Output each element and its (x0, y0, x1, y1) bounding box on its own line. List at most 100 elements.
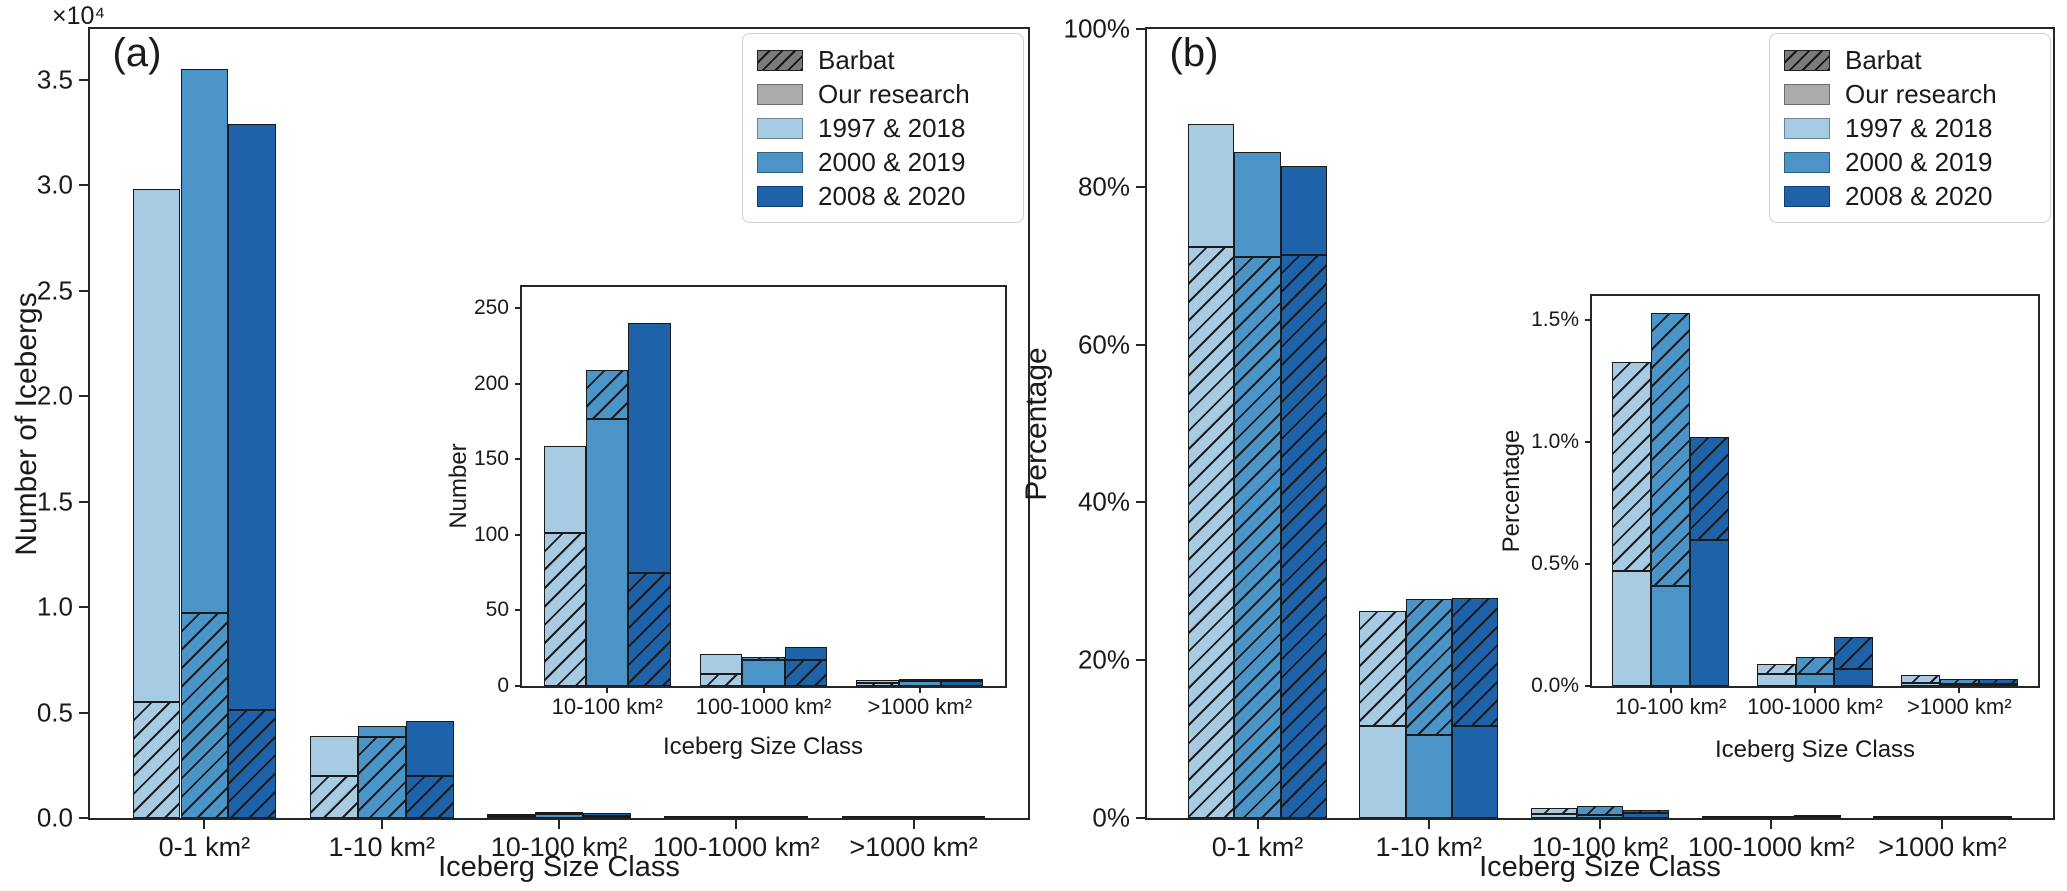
legend-label-s1997: 1997 & 2018 (1845, 112, 1993, 143)
x-tick-label: 1-10 km² (328, 832, 435, 862)
legend-swatch-ours-icon (1784, 83, 1830, 105)
bar-a-20082020-3-ours (784, 646, 827, 661)
bar-b-20082020-3-barbat (1794, 815, 1841, 818)
y-tick-label: 1.0 (36, 591, 73, 622)
legend-item-s1997: 1997 & 2018 (1784, 111, 2036, 145)
legend-swatch-s2000-icon (757, 151, 803, 173)
x-tick-mark (1770, 820, 1773, 829)
legend-label-s2008: 2008 & 2020 (818, 180, 966, 211)
y-tick-label: 0.0 (36, 802, 73, 833)
bar-a-20002019-2-ours (586, 418, 629, 686)
bar-a-19972018-3-ours (664, 815, 713, 818)
panel-b-inset-plot (1590, 294, 2040, 688)
bar-a-20082020-3-barbat (784, 660, 827, 686)
y-axis-label-a: Number of Icebergs (10, 292, 43, 556)
bar-b-20002019-3-barbat (1795, 656, 1835, 674)
x-tick-mark (1669, 688, 1672, 693)
y-tick-mark (515, 685, 520, 687)
bar-a-20002019-2-barbat (535, 812, 583, 815)
x-tick-label: 1-10 km² (1375, 832, 1483, 862)
bar-b-20082020-2-ours (1623, 813, 1670, 818)
x-tick-mark (1941, 820, 1944, 829)
y-axis-offset-label: ×10⁴ (52, 2, 106, 30)
bar-a-20082020-1-barbat (405, 775, 454, 818)
y-tick-label: 200 (473, 371, 509, 395)
bar-a-20002019-1-barbat (357, 736, 406, 818)
x-tick-label: >1000 km² (1907, 694, 2012, 719)
y-tick-mark (1136, 343, 1145, 346)
x-axis-label-a: Iceberg Size Class (438, 851, 680, 883)
legend-swatch-barbat-hatched-icon (1784, 49, 1830, 71)
bar-b-20002019-1-ours (1405, 735, 1452, 818)
bar-b-19972018-1-barbat (1359, 610, 1406, 727)
bar-b-20002019-4-barbat (1919, 815, 1966, 818)
y-tick-mark (1136, 501, 1145, 504)
y-tick-label: 0.5% (1531, 552, 1579, 576)
bar-a-20082020-0-ours (228, 123, 277, 711)
y-tick-label: 3.5 (36, 63, 73, 94)
x-tick-mark (1599, 820, 1601, 829)
bar-b-20082020-3-barbat (1834, 637, 1874, 669)
bar-a-19972018-2-barbat (543, 533, 587, 686)
y-tick-label: 1.5% (1531, 308, 1579, 332)
y-axis-label-b: Percentage (1020, 347, 1053, 501)
legend-item-s2000: 2000 & 2019 (1784, 145, 2036, 179)
legend-swatch-ours-icon (757, 83, 803, 105)
bar-b-19972018-2-ours (1530, 814, 1577, 818)
x-tick-mark (606, 688, 609, 693)
bar-a-20082020-2-barbat (582, 816, 631, 818)
x-tick-label: 10-100 km² (490, 832, 628, 862)
y-tick-label: 150 (473, 447, 509, 471)
x-tick-mark (1427, 820, 1430, 829)
bar-a-20002019-3-barbat (742, 657, 785, 661)
bar-a-20082020-4-ours (940, 681, 984, 686)
bar-b-20082020-2-barbat (1623, 809, 1670, 814)
x-tick-label: 10-100 km² (1531, 832, 1669, 862)
bar-a-20002019-2-ours (535, 814, 583, 818)
bar-b-20082020-1-barbat (1451, 597, 1499, 726)
y-tick-label: 100% (1063, 13, 1131, 44)
bar-b-20002019-0-ours (1234, 152, 1281, 258)
bar-a-20082020-4-barbat (940, 679, 984, 682)
y-tick-label: 250 (473, 296, 509, 320)
y-tick-mark (1585, 441, 1590, 444)
bar-a-20082020-2-ours (628, 323, 671, 573)
bar-a-20002019-0-barbat (180, 613, 229, 818)
y-tick-mark (515, 382, 520, 385)
legend-label-s1997: 1997 & 2018 (818, 112, 966, 143)
bar-b-19972018-3-barbat (1701, 815, 1749, 818)
bar-b-20082020-0-barbat (1280, 255, 1327, 818)
y-tick-mark (515, 458, 520, 461)
bar-b-20002019-2-ours (1576, 814, 1624, 818)
x-tick-mark (735, 820, 738, 829)
x-tick-mark (1958, 688, 1961, 693)
x-axis-label-b: Iceberg Size Class (1479, 851, 1721, 883)
y-tick-mark (79, 289, 88, 292)
legend-swatch-s1997-icon (1784, 117, 1830, 139)
legend-label-ours: Our research (1845, 78, 1997, 109)
legend-item-s2008: 2008 & 2020 (757, 179, 1009, 213)
bar-b-19972018-4-barbat (1873, 815, 1920, 818)
legend-label-s2000: 2000 & 2019 (1845, 146, 1993, 177)
legend-item-s2008: 2008 & 2020 (1784, 179, 2036, 213)
bar-b-19972018-2-barbat (1530, 807, 1577, 815)
y-tick-label: 2.0 (36, 380, 73, 411)
legend-swatch-barbat-hatched-icon (757, 49, 803, 71)
panel-a-inset-plot (520, 285, 1007, 688)
legend-item-ours: Our research (757, 77, 1009, 111)
bar-a-19972018-0-ours (132, 189, 181, 702)
y-tick-label: 3.0 (36, 169, 73, 200)
bar-a-20082020-0-barbat (228, 710, 277, 818)
x-tick-label: 10-100 km² (551, 694, 663, 719)
x-tick-label: >1000 km² (867, 694, 973, 719)
bar-a-20082020-2-ours (582, 812, 631, 817)
y-tick-mark (79, 78, 88, 81)
legend-swatch-s2008-icon (1784, 185, 1830, 207)
inset-a-x-axis-label: Iceberg Size Class (662, 733, 864, 760)
y-tick-mark (79, 395, 88, 398)
x-tick-label: 0-1 km² (158, 832, 251, 862)
bar-b-20002019-2-barbat (1576, 805, 1624, 815)
bar-a-19972018-3-ours (700, 654, 743, 674)
y-tick-mark (1585, 319, 1590, 322)
